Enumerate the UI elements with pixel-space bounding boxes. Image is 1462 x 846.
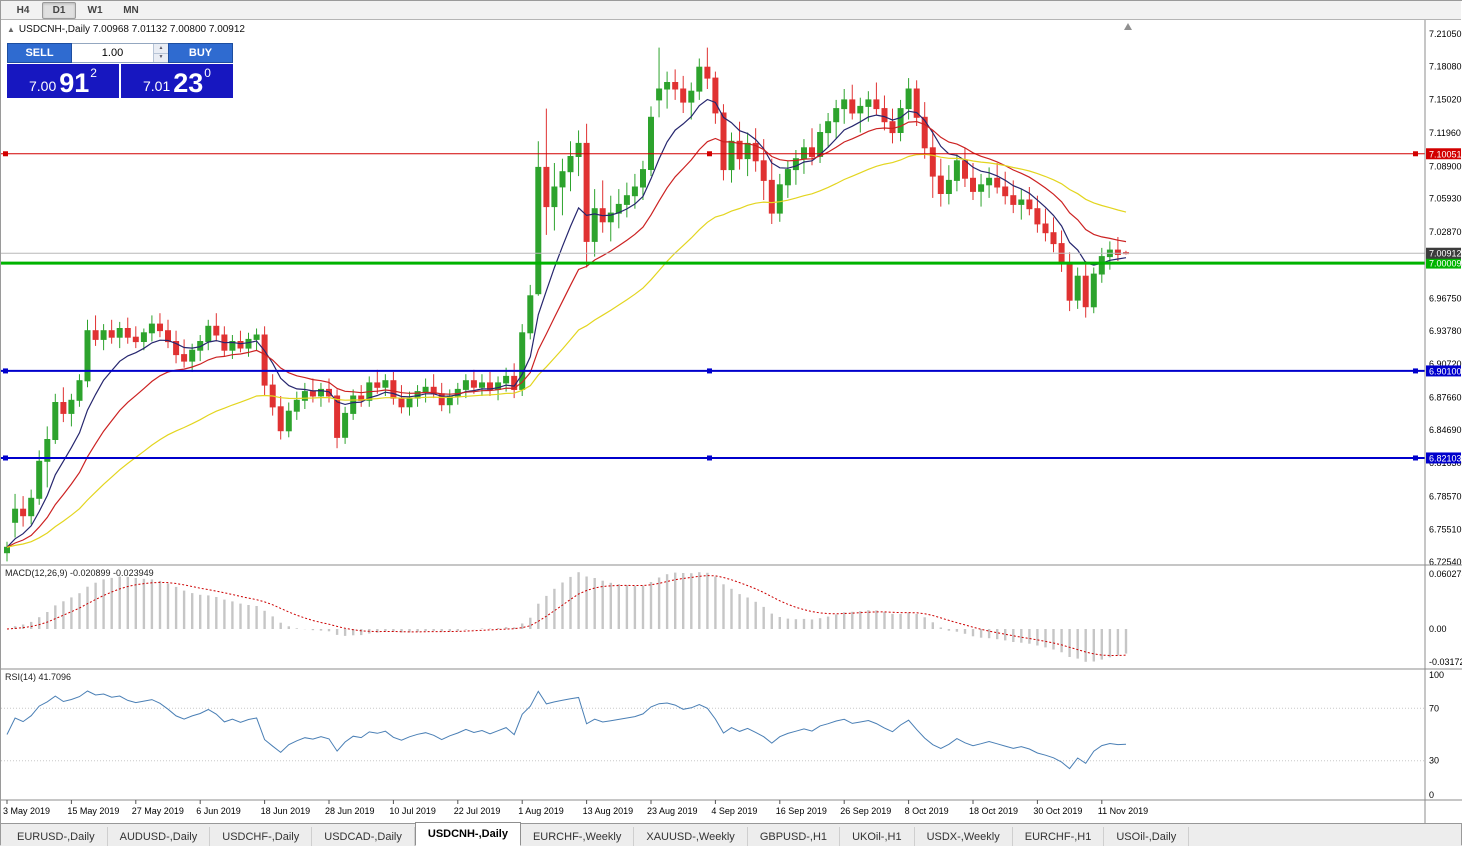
symbol-tab-eurchf-weekly[interactable]: EURCHF-,Weekly <box>521 827 635 846</box>
symbol-tab-eurchf-h1[interactable]: EURCHF-,H1 <box>1013 827 1105 846</box>
svg-text:6.82103: 6.82103 <box>1429 453 1462 463</box>
symbol-tab-usdcad-daily[interactable]: USDCAD-,Daily <box>312 827 415 846</box>
volume-down-button[interactable]: ▼ <box>154 53 168 62</box>
chart-background <box>1 1 1462 823</box>
timeframe-button-h4[interactable]: H4 <box>16 4 30 16</box>
svg-text:7.10051: 7.10051 <box>1429 149 1462 159</box>
svg-text:70: 70 <box>1429 703 1439 713</box>
svg-text:1 Aug 2019: 1 Aug 2019 <box>518 806 564 816</box>
sell-price-display[interactable]: 7.00 91 2 <box>7 64 119 98</box>
svg-text:-0.031725: -0.031725 <box>1429 657 1462 667</box>
svg-text:3 May 2019: 3 May 2019 <box>3 806 50 816</box>
svg-text:0: 0 <box>1429 790 1434 800</box>
moving-average-lines <box>6 98 1127 548</box>
symbol-tab-usdchf-daily[interactable]: USDCHF-,Daily <box>210 827 313 846</box>
timeframe-button-mn[interactable]: MN <box>123 4 139 16</box>
svg-text:6.75510: 6.75510 <box>1429 525 1462 535</box>
svg-text:16 Sep 2019: 16 Sep 2019 <box>776 806 827 816</box>
svg-text:7.02870: 7.02870 <box>1429 227 1462 237</box>
svg-text:23 Aug 2019: 23 Aug 2019 <box>647 806 698 816</box>
sell-button[interactable]: SELL <box>7 43 72 63</box>
symbol-tab-bar: EURUSD-,Daily AUDUSD-,Daily USDCHF-,Daily U… <box>1 822 1461 846</box>
buy-button[interactable]: BUY <box>168 43 233 63</box>
svg-text:7.21050: 7.21050 <box>1429 29 1462 39</box>
svg-text:7.08900: 7.08900 <box>1429 161 1462 171</box>
svg-text:7.18080: 7.18080 <box>1429 61 1462 71</box>
svg-text:11 Nov 2019: 11 Nov 2019 <box>1098 806 1148 816</box>
macd-panel[interactable]: 0.060273 0.00 -0.031725 <box>6 569 1462 667</box>
svg-text:28 Jun 2019: 28 Jun 2019 <box>325 806 375 816</box>
svg-text:6.84690: 6.84690 <box>1429 425 1462 435</box>
symbol-tab-ukoil-h1[interactable]: UKOil-,H1 <box>840 827 915 846</box>
symbol-tab-usdx-weekly[interactable]: USDX-,Weekly <box>915 827 1013 846</box>
horizontal-lines[interactable] <box>1 151 1425 461</box>
sell-price-main: 7.00 <box>29 78 57 94</box>
buy-price-main: 7.01 <box>143 78 171 94</box>
svg-text:0.00: 0.00 <box>1429 624 1447 634</box>
symbol-tab-eurusd-daily[interactable]: EURUSD-,Daily <box>5 827 108 846</box>
volume-box: ▲ ▼ <box>72 43 168 63</box>
macd-label: MACD(12,26,9) -0.020899 -0.023949 <box>5 568 154 578</box>
chart-ohlc-text: USDCNH-,Daily 7.00968 7.01132 7.00800 7.… <box>18 24 245 35</box>
svg-text:7.00009: 7.00009 <box>1429 259 1462 269</box>
svg-text:6.72540: 6.72540 <box>1429 557 1462 567</box>
svg-text:30 Oct 2019: 30 Oct 2019 <box>1033 806 1082 816</box>
sell-price-sup: 2 <box>90 66 97 80</box>
timeframe-button-d1[interactable]: D1 <box>42 1 76 19</box>
chart-shift-marker[interactable] <box>1124 23 1132 30</box>
buy-price-display[interactable]: 7.01 23 0 <box>121 64 233 98</box>
buy-price-sup: 0 <box>204 66 211 80</box>
svg-text:7.05930: 7.05930 <box>1429 194 1462 204</box>
svg-text:22 Jul 2019: 22 Jul 2019 <box>454 806 501 816</box>
one-click-trade-panel: SELL ▲ ▼ BUY 7.00 91 2 7.01 23 0 <box>7 43 233 98</box>
rsi-label: RSI(14) 41.7096 <box>5 672 72 682</box>
symbol-tab-gbpusd-h1[interactable]: GBPUSD-,H1 <box>748 827 841 846</box>
svg-text:6 Jun 2019: 6 Jun 2019 <box>196 806 241 816</box>
svg-text:7.11960: 7.11960 <box>1429 128 1461 138</box>
symbol-tab-usoil-daily[interactable]: USOil-,Daily <box>1104 827 1190 846</box>
svg-text:30: 30 <box>1429 756 1439 766</box>
svg-text:6.78570: 6.78570 <box>1429 491 1462 501</box>
svg-text:6.93780: 6.93780 <box>1429 326 1462 336</box>
timeframe-button-w1[interactable]: W1 <box>87 4 103 16</box>
symbol-tab-usdcnh-daily[interactable]: USDCNH-,Daily <box>414 822 521 846</box>
svg-text:7.15020: 7.15020 <box>1429 95 1462 105</box>
svg-text:7.00912: 7.00912 <box>1429 249 1462 259</box>
svg-text:6.90100: 6.90100 <box>1429 366 1462 376</box>
volume-spinner: ▲ ▼ <box>153 44 168 62</box>
svg-text:4 Sep 2019: 4 Sep 2019 <box>711 806 757 816</box>
svg-text:15 May 2019: 15 May 2019 <box>67 806 119 816</box>
buy-price-big: 23 <box>173 68 204 98</box>
svg-text:13 Aug 2019: 13 Aug 2019 <box>583 806 634 816</box>
price-scale[interactable]: 7.21050 7.18080 7.15020 7.11960 7.08900 7.059… <box>1 20 1462 823</box>
svg-text:0.060273: 0.060273 <box>1429 569 1462 579</box>
svg-text:18 Oct 2019: 18 Oct 2019 <box>969 806 1018 816</box>
time-axis[interactable]: 3 May 2019 15 May 2019 27 May 2019 6 Jun 20… <box>3 800 1148 816</box>
volume-input[interactable] <box>72 44 153 62</box>
svg-text:26 Sep 2019: 26 Sep 2019 <box>840 806 891 816</box>
svg-text:6.90720: 6.90720 <box>1429 359 1462 369</box>
symbol-tab-audusd-daily[interactable]: AUDUSD-,Daily <box>108 827 211 846</box>
svg-text:8 Oct 2019: 8 Oct 2019 <box>905 806 949 816</box>
trade-panel-toggle-icon[interactable]: ▲ <box>7 25 15 34</box>
symbol-tab-xauusd-weekly[interactable]: XAUUSD-,Weekly <box>634 827 748 846</box>
svg-text:6.96750: 6.96750 <box>1429 294 1462 304</box>
svg-text:10 Jul 2019: 10 Jul 2019 <box>389 806 436 816</box>
price-chart-canvas[interactable]: 7.21050 7.18080 7.15020 7.11960 7.08900 7.059… <box>1 1 1462 823</box>
timeframe-toolbar: H4 D1 W1 MN <box>1 1 1461 20</box>
svg-text:27 May 2019: 27 May 2019 <box>132 806 184 816</box>
volume-up-button[interactable]: ▲ <box>154 44 168 54</box>
svg-text:18 Jun 2019: 18 Jun 2019 <box>261 806 311 816</box>
sell-price-big: 91 <box>59 68 90 98</box>
chart-title: ▲ USDCNH-,Daily 7.00968 7.01132 7.00800 … <box>7 24 245 35</box>
svg-text:6.87660: 6.87660 <box>1429 392 1462 402</box>
svg-text:100: 100 <box>1429 670 1444 680</box>
rsi-panel[interactable]: 100 70 30 0 <box>1 670 1444 800</box>
